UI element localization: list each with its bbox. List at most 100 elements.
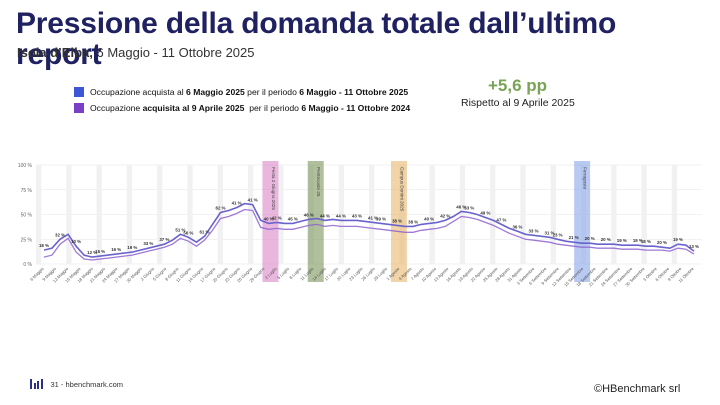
data-label: 41 % [232,201,242,206]
data-label: 44 % [336,213,346,218]
y-tick-label: 50 % [21,213,33,219]
data-label: 44 % [320,213,330,218]
data-label: 10 % [71,239,81,244]
data-label: 19 % [673,237,683,242]
data-label: 56 % [183,230,193,235]
legend-item: Occupazione acquisita al 9 Aprile 2025 p… [74,100,410,116]
data-label: 39 % [376,216,386,221]
y-tick-label: 0 % [23,262,32,268]
data-label: 19 % [633,238,643,243]
data-label: 20 % [585,236,595,241]
copyright-text: ©HBenchmark srl [594,383,681,395]
data-label: 33 % [528,228,538,233]
grid-stripe [96,165,102,264]
legend-text: per il periodo [244,87,300,97]
data-label: 49 % [480,210,490,215]
hbenchmark-logo-icon [30,379,43,389]
grid-stripe [126,165,133,264]
data-label: 62 % [216,206,226,211]
grid-stripe [247,165,254,264]
grid-stripe [187,165,193,264]
delta-note: Rispetto al 9 Aprile 2025 [461,97,575,109]
legend-text: per il periodo [244,103,302,113]
chart-legend: Occupazione acquista al 6 Maggio 2025 pe… [74,84,410,116]
grid-stripe [66,165,72,264]
data-label: 18 % [641,239,651,244]
grid-stripe [520,165,526,264]
series-line [43,208,695,261]
data-label: 38 % [408,219,418,224]
event-band [390,161,407,282]
data-label: 19 % [127,245,137,250]
data-label: 43 % [352,213,362,218]
delta-value: +5,6 pp [488,76,548,95]
data-label: 15 % [95,249,105,254]
event-band [262,161,279,282]
data-label: 46 % [304,212,314,217]
legend-text: Occupazione [90,103,143,113]
data-label: 40 % [424,216,434,221]
y-tick-label: 75 % [21,188,33,194]
grid-stripe [157,165,163,264]
data-label: 31 % [545,230,555,235]
data-label: 32 % [55,232,65,237]
grid-stripe [278,165,284,264]
data-label: 20 % [657,240,667,245]
grid-stripe [338,165,345,264]
legend-swatch [74,103,84,113]
data-label: 41 % [248,198,258,203]
subtitle-period: 6 Maggio - 11 Ottobre 2025 [92,45,255,60]
data-label: 37 % [159,237,169,242]
data-label: 33 % [143,241,153,246]
data-label: 53 % [464,206,474,211]
grid-stripe [36,165,42,264]
data-label: 16 % [111,247,121,252]
data-label: 61 % [199,229,209,234]
data-label: 45 % [288,216,298,221]
data-label: 21 % [569,235,579,240]
data-label: 12 % [87,250,97,255]
legend-item: Occupazione acquista al 6 Maggio 2025 pe… [74,84,410,100]
subtitle-location: Isola d’Elba, [17,45,93,60]
legend-text: Occupazione acquista al [90,87,187,97]
data-label: 20 % [601,237,611,242]
footer: 31 - hbenchmark.com [30,379,123,389]
grid-stripe [611,165,617,264]
legend-text: 6 Maggio - 11 Ottobre 2024 [301,103,411,113]
legend-text: acquisita al 9 Aprile 2025 [142,103,245,113]
data-label: 42 % [440,213,450,218]
grid-stripe [641,165,647,264]
data-label: 51 % [175,227,185,232]
data-label: 13 % [689,244,699,249]
data-label: 42 % [272,215,282,220]
grid-stripe [550,165,556,264]
data-label: 36 % [512,224,522,229]
data-label: 23 % [553,232,563,237]
data-label: 40 % [264,216,274,221]
grid-stripe [429,165,435,264]
event-band-label: Campus Domini 2025 [399,167,404,212]
grid-stripe [671,165,678,264]
page-title: Pressione della domanda totale dall’ulti… [16,7,617,71]
page-number-label: 31 - hbenchmark.com [50,379,124,389]
data-label: 38 % [392,218,402,223]
y-tick-label: 100 % [18,163,33,169]
event-band-label: Pentecoste 25 [316,167,321,197]
data-label: 41 % [368,215,378,220]
data-label: 18 % [39,243,49,248]
event-band [574,161,591,282]
event-band-label: Festa 2 Giugno 2025 [271,167,276,210]
grid-stripe [369,165,375,264]
y-tick-label: 25 % [21,237,33,243]
event-band-label: Ferragosto [583,167,588,190]
data-label: 19 % [617,238,627,243]
legend-text: 6 Maggio - 11 Ottobre 2025 [299,87,409,97]
data-label: 47 % [496,217,506,222]
legend-text: 6 Maggio 2025 [186,87,245,97]
series-line [43,202,695,258]
grid-stripe [217,165,223,264]
event-band [307,161,324,282]
grid-stripe [490,165,496,264]
grid-stripe [459,165,466,264]
data-label: 46 % [456,205,466,210]
